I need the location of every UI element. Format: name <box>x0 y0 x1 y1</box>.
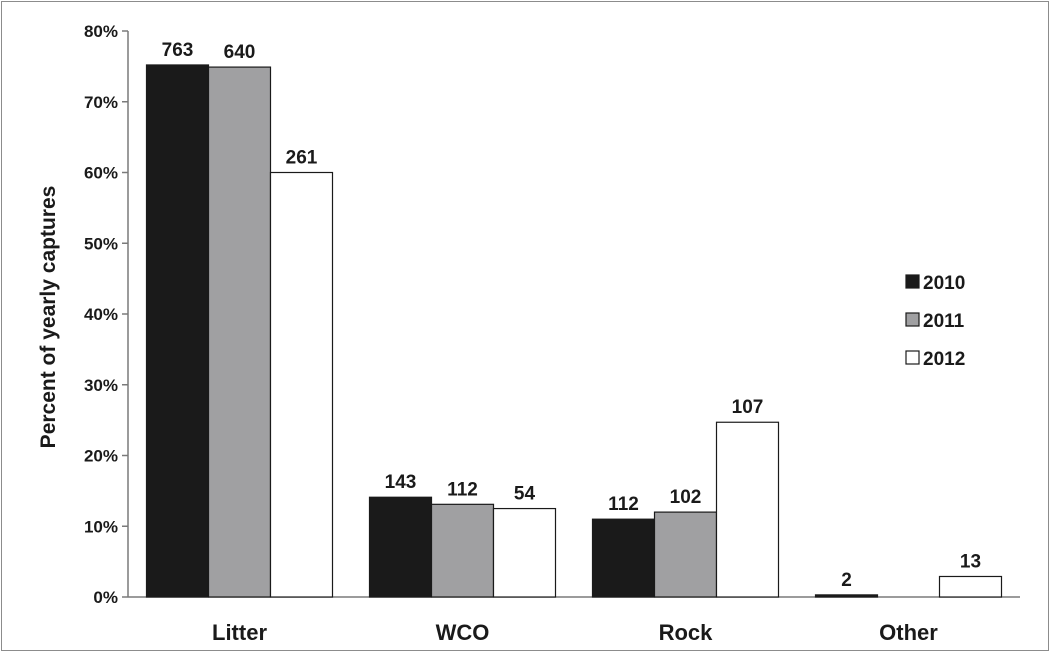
bar-other-2010 <box>814 594 879 598</box>
legend: 2010 2011 2012 <box>905 273 965 370</box>
data-label: 102 <box>670 487 702 508</box>
data-label: 112 <box>447 479 478 500</box>
data-label: 640 <box>224 42 256 63</box>
legend-swatch-2012 <box>905 350 920 365</box>
bar-other-2012 <box>938 575 1003 598</box>
data-label: 2 <box>841 570 852 591</box>
y-tick-label: 40% <box>84 305 118 324</box>
category-labels: Litter WCO Rock Other <box>212 620 938 645</box>
legend-swatch-2011 <box>905 312 920 327</box>
y-axis-title: Percent of yearly captures <box>37 186 60 449</box>
y-tick-label: 80% <box>84 22 118 41</box>
y-tick-label: 0% <box>93 588 118 607</box>
data-label: 143 <box>385 472 417 493</box>
bars <box>145 64 1003 598</box>
bar-wco-2011 <box>430 503 495 598</box>
data-label: 261 <box>286 148 318 169</box>
bar-rock-2010 <box>591 518 656 598</box>
category-label-wco: WCO <box>436 620 490 645</box>
data-labels: 763 640 261 143 112 54 112 102 107 2 13 <box>162 40 981 591</box>
bar-litter-2011 <box>207 66 272 598</box>
y-tick-label: 70% <box>84 93 118 112</box>
data-label: 54 <box>514 484 536 505</box>
legend-label-2012: 2012 <box>923 349 965 370</box>
y-tick-label: 60% <box>84 164 118 183</box>
bar-litter-2012 <box>269 171 334 598</box>
bar-rock-2011 <box>653 511 718 598</box>
y-tick-label: 50% <box>84 234 118 253</box>
bar-rock-2012 <box>715 421 780 598</box>
data-label: 13 <box>960 551 981 572</box>
y-tick-label: 20% <box>84 447 118 466</box>
category-label-litter: Litter <box>212 620 267 645</box>
category-label-other: Other <box>879 620 938 645</box>
bar-wco-2012 <box>492 507 557 598</box>
legend-label-2010: 2010 <box>923 273 965 294</box>
bar-wco-2010 <box>368 496 433 598</box>
data-label: 112 <box>608 494 639 515</box>
y-tick-label: 30% <box>84 376 118 395</box>
bar-litter-2010 <box>145 64 210 598</box>
category-label-rock: Rock <box>659 620 714 645</box>
legend-swatch-2010 <box>905 274 920 289</box>
data-label: 107 <box>732 397 764 418</box>
y-ticks: 0% 10% 20% 30% 40% 50% 60% 70% 80% <box>84 22 128 607</box>
legend-label-2011: 2011 <box>923 311 965 332</box>
data-label: 763 <box>162 40 194 61</box>
y-tick-label: 10% <box>84 517 118 536</box>
